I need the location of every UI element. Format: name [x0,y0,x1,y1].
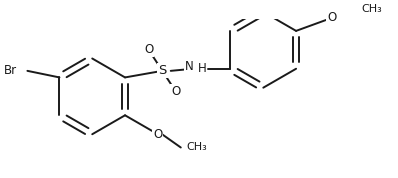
Text: H: H [198,62,207,75]
Text: CH₃: CH₃ [186,142,207,153]
Text: O: O [327,11,336,24]
Text: N: N [185,60,194,73]
Text: O: O [172,85,181,98]
Text: O: O [153,128,162,141]
Text: CH₃: CH₃ [362,4,382,14]
Text: Br: Br [4,64,17,77]
Text: O: O [144,43,153,56]
Text: S: S [158,64,166,77]
